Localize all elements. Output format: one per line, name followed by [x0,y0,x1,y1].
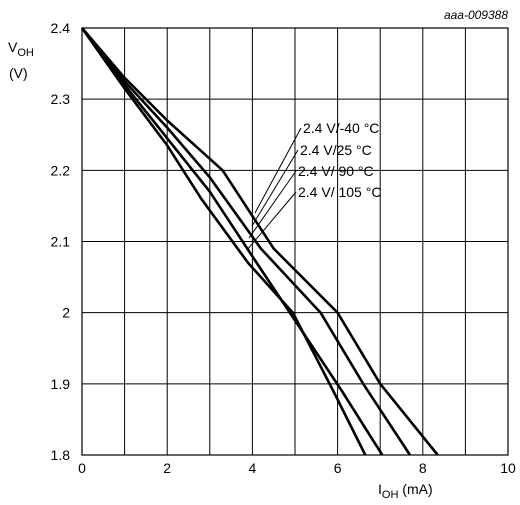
y-tick-labels: 1.8 1.9 2 2.1 2.2 2.3 2.4 [51,20,71,463]
legend-leaders [246,127,302,251]
x-axis-label-main: I [378,481,382,497]
x-tick-label: 8 [419,460,427,476]
y-axis-unit: (V) [9,65,28,81]
series-curve-4 [80,27,367,456]
y-tick-label: 2.1 [51,234,71,250]
figure-code: aaa-009388 [444,8,508,22]
legend-entry-2: 2.4 V/25 °C [300,142,372,158]
plot-frame [81,27,509,456]
x-tick-label: 10 [500,460,516,476]
y-axis-label: VOH [8,39,34,59]
y-axis-label-main: V [8,39,18,55]
legend-leader-line [251,149,299,227]
series-curve-2 [80,27,412,456]
x-tick-label: 4 [249,460,257,476]
legend-entry-4: 2.4 V/ 105 °C [298,184,381,200]
x-tick-label: 2 [163,460,171,476]
legend-leader-line [246,191,297,251]
series-curves [80,27,439,456]
y-tick-label: 2.2 [51,162,71,178]
y-axis-label-sub: OH [17,47,34,59]
x-axis-label-unit: (mA) [398,481,432,497]
y-tick-label: 2 [62,305,70,321]
series-curve-3 [80,27,384,456]
y-tick-label: 1.9 [51,376,71,392]
x-tick-label: 6 [334,460,342,476]
y-tick-label: 2.4 [51,20,71,36]
series-curve-1 [81,27,439,456]
x-axis-label: IOH (mA) [378,481,433,501]
y-tick-label: 1.8 [51,447,71,463]
x-axis-label-sub: OH [382,489,399,501]
legend-entry-3: 2.4 V/ 90 °C [298,163,374,179]
legend: 2.4 V/-40 °C 2.4 V/25 °C 2.4 V/ 90 °C 2.4 V… [298,120,381,200]
legend-entry-1: 2.4 V/-40 °C [303,120,379,136]
x-tick-label: 0 [78,460,86,476]
x-tick-labels: 0 2 4 6 8 10 [78,460,516,476]
grid-lines [82,28,508,455]
y-tick-label: 2.3 [51,91,71,107]
legend-leader-line [248,170,297,239]
legend-leader-line [254,127,302,214]
